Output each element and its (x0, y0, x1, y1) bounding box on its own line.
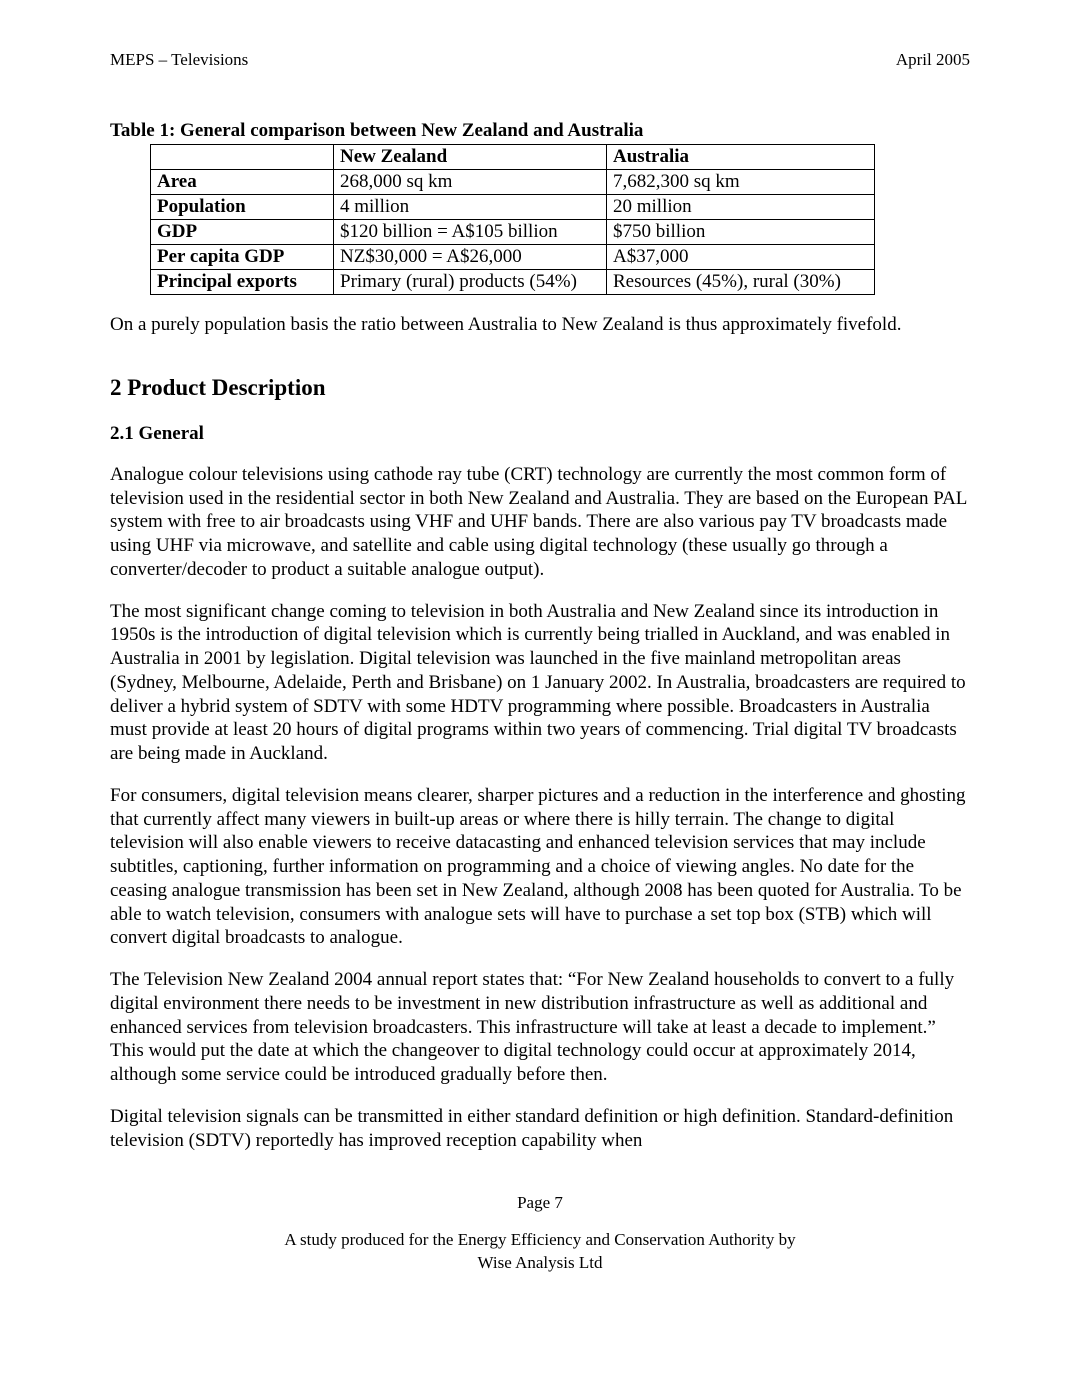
row-label: Principal exports (151, 270, 334, 295)
table-row: Principal exports Primary (rural) produc… (151, 270, 875, 295)
row-au: 20 million (607, 195, 875, 220)
paragraph: The Television New Zealand 2004 annual r… (110, 968, 970, 1087)
paragraph: For consumers, digital television means … (110, 784, 970, 950)
paragraph: Analogue colour televisions using cathod… (110, 463, 970, 582)
row-nz: 4 million (334, 195, 607, 220)
row-nz: $120 billion = A$105 billion (334, 220, 607, 245)
row-au: A$37,000 (607, 245, 875, 270)
table-row: Population 4 million 20 million (151, 195, 875, 220)
subsection-heading: 2.1 General (110, 423, 970, 445)
page-header: MEPS – Televisions April 2005 (110, 50, 970, 70)
page-footer: Page 7 A study produced for the Energy E… (110, 1192, 970, 1275)
document-page: MEPS – Televisions April 2005 Table 1: G… (0, 0, 1080, 1397)
table-head-au: Australia (607, 145, 875, 170)
row-label: GDP (151, 220, 334, 245)
table-header-row: New Zealand Australia (151, 145, 875, 170)
table-caption: Table 1: General comparison between New … (110, 120, 970, 142)
row-au: 7,682,300 sq km (607, 170, 875, 195)
page-number: Page 7 (110, 1192, 970, 1215)
row-label: Population (151, 195, 334, 220)
paragraph: The most significant change coming to te… (110, 600, 970, 766)
row-nz: 268,000 sq km (334, 170, 607, 195)
table-row: Area 268,000 sq km 7,682,300 sq km (151, 170, 875, 195)
row-au: Resources (45%), rural (30%) (607, 270, 875, 295)
row-label: Per capita GDP (151, 245, 334, 270)
table-head-nz: New Zealand (334, 145, 607, 170)
table-head-blank (151, 145, 334, 170)
table-row: Per capita GDP NZ$30,000 = A$26,000 A$37… (151, 245, 875, 270)
row-nz: Primary (rural) products (54%) (334, 270, 607, 295)
footer-line1: A study produced for the Energy Efficien… (110, 1229, 970, 1252)
section-heading: 2 Product Description (110, 375, 970, 401)
header-left: MEPS – Televisions (110, 50, 248, 70)
header-right: April 2005 (896, 50, 970, 70)
paragraph: Digital television signals can be transm… (110, 1105, 970, 1153)
row-label: Area (151, 170, 334, 195)
paragraph-intro: On a purely population basis the ratio b… (110, 313, 970, 337)
comparison-table: New Zealand Australia Area 268,000 sq km… (150, 144, 875, 295)
footer-line2: Wise Analysis Ltd (110, 1252, 970, 1275)
row-nz: NZ$30,000 = A$26,000 (334, 245, 607, 270)
table-row: GDP $120 billion = A$105 billion $750 bi… (151, 220, 875, 245)
row-au: $750 billion (607, 220, 875, 245)
